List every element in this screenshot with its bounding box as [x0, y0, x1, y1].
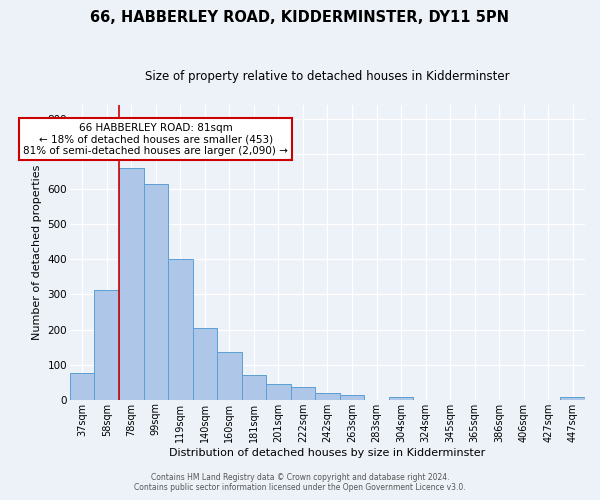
Bar [242, 375, 266, 400]
Bar [266, 384, 290, 400]
Text: 66 HABBERLEY ROAD: 81sqm
← 18% of detached houses are smaller (453)
81% of semi-: 66 HABBERLEY ROAD: 81sqm ← 18% of detach… [23, 122, 288, 156]
Bar [340, 396, 364, 400]
Y-axis label: Number of detached properties: Number of detached properties [32, 164, 42, 340]
Bar [193, 328, 217, 400]
Bar [143, 184, 168, 400]
X-axis label: Distribution of detached houses by size in Kidderminster: Distribution of detached houses by size … [169, 448, 485, 458]
Text: 66, HABBERLEY ROAD, KIDDERMINSTER, DY11 5PN: 66, HABBERLEY ROAD, KIDDERMINSTER, DY11 … [91, 10, 509, 25]
Title: Size of property relative to detached houses in Kidderminster: Size of property relative to detached ho… [145, 70, 510, 83]
Text: Contains HM Land Registry data © Crown copyright and database right 2024.
Contai: Contains HM Land Registry data © Crown c… [134, 473, 466, 492]
Bar [70, 374, 94, 400]
Bar [290, 388, 315, 400]
Bar [560, 397, 585, 400]
Bar [389, 397, 413, 400]
Bar [315, 394, 340, 400]
Bar [217, 352, 242, 400]
Bar [119, 168, 143, 400]
Bar [168, 260, 193, 400]
Bar [94, 290, 119, 400]
